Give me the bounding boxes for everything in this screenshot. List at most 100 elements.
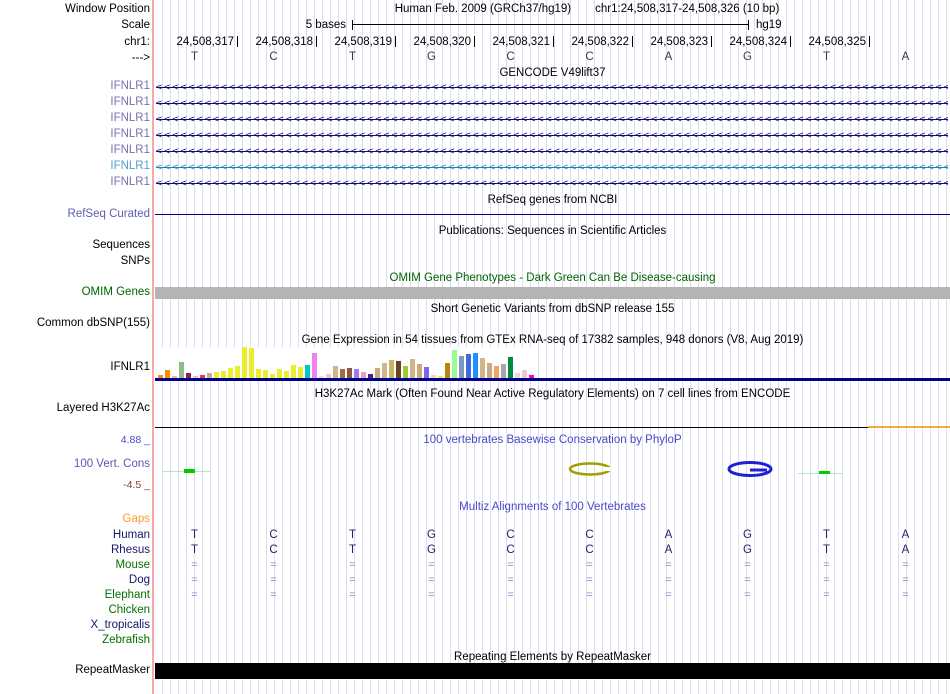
gtex-tissue-bar	[508, 357, 513, 378]
aligned-base: T	[190, 544, 199, 556]
window-position-label: Window Position	[64, 3, 150, 15]
gencode-transcript[interactable]: <<<<<<<<<<<<<<<<<<<<<<<<<<<<<<<<<<<<<<<<…	[156, 178, 948, 189]
gencode-gene-label[interactable]: IFNLR1	[110, 96, 150, 108]
repeatmasker-label[interactable]: RepeatMasker	[75, 664, 150, 676]
alignment-match: =	[586, 574, 593, 586]
scale-bar-right-cap	[748, 20, 749, 30]
multiz-species-label[interactable]: Zebrafish	[102, 634, 150, 646]
gtex-tissue-bar	[179, 362, 184, 378]
scale-bar-left-cap	[352, 20, 353, 30]
multiz-species-label[interactable]: Gaps	[122, 513, 151, 525]
alignment-match: =	[744, 559, 751, 571]
phylop-positive-mark-right	[819, 471, 830, 474]
gtex-tissue-bar	[326, 374, 331, 378]
gencode-gene-label[interactable]: IFNLR1	[110, 112, 150, 124]
multiz-track-title: Multiz Alignments of 100 Vertebrates	[459, 501, 646, 513]
refseq-curated-label[interactable]: RefSeq Curated	[67, 208, 150, 220]
refseq-track-title: RefSeq genes from NCBI	[487, 194, 618, 206]
gtex-tissue-bar	[501, 364, 506, 378]
dbsnp-track-title: Short Genetic Variants from dbSNP releas…	[430, 303, 675, 315]
alignment-match: =	[823, 589, 830, 601]
alignment-match: =	[507, 559, 514, 571]
alignment-match: =	[902, 559, 909, 571]
phylop-max-value: 4.88 _	[120, 434, 150, 446]
coordinate-number: 24,508,320	[413, 36, 471, 48]
coordinate-tick	[553, 36, 554, 47]
gtex-tissue-bar	[291, 365, 296, 378]
coordinate-number: 24,508,323	[650, 36, 708, 48]
multiz-species-label[interactable]: Mouse	[115, 559, 150, 571]
gtex-track-title: Gene Expression in 54 tissues from GTEx …	[301, 334, 804, 346]
gtex-tissue-bar	[340, 369, 345, 378]
gtex-tissue-bar	[333, 366, 338, 378]
gtex-tissue-bar	[172, 376, 177, 378]
gencode-gene-label[interactable]: IFNLR1	[110, 176, 150, 188]
gtex-tissue-bar	[347, 368, 352, 378]
omim-gene-bar[interactable]	[155, 287, 950, 299]
repeatmasker-bar[interactable]	[155, 663, 950, 679]
multiz-alignment-row: = = = = = = = = = =	[155, 559, 945, 572]
gencode-transcript[interactable]: <<<<<<<<<<<<<<<<<<<<<<<<<<<<<<<<<<<<<<<<…	[156, 130, 948, 141]
multiz-species-label[interactable]: Human	[112, 529, 150, 541]
alignment-match: =	[744, 574, 751, 586]
omim-genes-label[interactable]: OMIM Genes	[81, 286, 150, 298]
alignment-match: =	[586, 559, 593, 571]
aligned-base: C	[585, 529, 594, 541]
gtex-tissue-bar	[214, 372, 219, 378]
aligned-base: C	[269, 544, 278, 556]
alignment-match: =	[270, 574, 277, 586]
h3k27ac-label[interactable]: Layered H3K27Ac	[56, 402, 150, 414]
h3k27ac-signal	[868, 426, 950, 428]
sequences-label[interactable]: Sequences	[92, 239, 150, 251]
gencode-gene-label[interactable]: IFNLR1	[110, 128, 150, 140]
gtex-tissue-bar	[473, 353, 478, 378]
multiz-species-label[interactable]: X_tropicalis	[90, 619, 150, 631]
scale-bar	[352, 24, 748, 25]
omim-track-title: OMIM Gene Phenotypes - Dark Green Can Be…	[389, 272, 716, 284]
gtex-tissue-bar	[522, 370, 527, 378]
gencode-transcript[interactable]: <<<<<<<<<<<<<<<<<<<<<<<<<<<<<<<<<<<<<<<<…	[156, 82, 948, 93]
gencode-gene-label[interactable]: IFNLR1	[110, 144, 150, 156]
multiz-species-label[interactable]: Rhesus	[111, 544, 150, 556]
multiz-species-label[interactable]: Dog	[128, 574, 150, 586]
gtex-tissue-bar	[270, 374, 275, 378]
aligned-base: A	[664, 544, 673, 556]
gencode-transcript[interactable]: <<<<<<<<<<<<<<<<<<<<<<<<<<<<<<<<<<<<<<<<…	[156, 162, 948, 173]
gencode-gene-label[interactable]: IFNLR1	[110, 80, 150, 92]
gtex-tissue-bar	[515, 373, 520, 378]
dbsnp-label[interactable]: Common dbSNP(155)	[36, 317, 150, 329]
gencode-gene-label[interactable]: IFNLR1	[110, 160, 150, 172]
gencode-transcript[interactable]: <<<<<<<<<<<<<<<<<<<<<<<<<<<<<<<<<<<<<<<<…	[156, 98, 948, 109]
coordinate-number: 24,508,324	[729, 36, 787, 48]
multiz-species-label[interactable]: Elephant	[104, 589, 150, 601]
gtex-tissue-bar	[452, 350, 457, 378]
gtex-tissue-bar	[417, 364, 422, 378]
gtex-tissue-bar	[242, 347, 247, 378]
gencode-transcript[interactable]: <<<<<<<<<<<<<<<<<<<<<<<<<<<<<<<<<<<<<<<<…	[156, 146, 948, 157]
gtex-tissue-bar	[424, 367, 429, 378]
gtex-tissue-bar	[375, 368, 380, 378]
coordinate-tick	[632, 36, 633, 47]
alignment-match: =	[428, 559, 435, 571]
alignment-match: =	[428, 574, 435, 586]
alignment-match: =	[507, 589, 514, 601]
snps-label[interactable]: SNPs	[120, 255, 150, 267]
alignment-match: =	[191, 559, 198, 571]
range-title: chr1:24,508,317-24,508,326 (10 bp)	[595, 3, 780, 15]
gtex-tissue-bar	[319, 376, 324, 378]
gencode-transcript[interactable]: <<<<<<<<<<<<<<<<<<<<<<<<<<<<<<<<<<<<<<<<…	[156, 114, 948, 125]
gencode-track-title: GENCODE V49lift37	[499, 67, 606, 79]
phylop-track-title: 100 vertebrates Basewise Conservation by…	[423, 434, 682, 446]
gtex-tissue-bar	[312, 353, 317, 378]
multiz-species-label[interactable]: Chicken	[108, 604, 150, 616]
phylop-label[interactable]: 100 Vert. Cons	[73, 458, 150, 470]
refseq-gene-line[interactable]	[155, 214, 950, 215]
genome-label: hg19	[756, 19, 782, 31]
publications-track-title: Publications: Sequences in Scientific Ar…	[438, 225, 667, 237]
gtex-gene-label[interactable]: IFNLR1	[110, 361, 150, 373]
gtex-tissue-bar	[207, 373, 212, 378]
aligned-base: G	[743, 529, 752, 541]
